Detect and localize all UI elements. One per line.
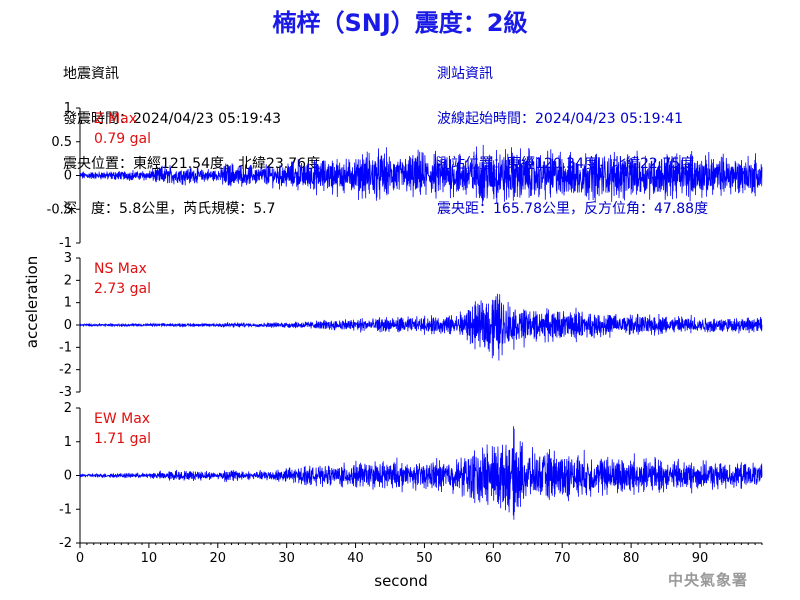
quake-depth-magnitude: 深 度：5.8公里，芮氏規模：5.7 xyxy=(63,201,276,217)
y-tick-label: 0 xyxy=(64,169,72,184)
max-value: 2.73 gal xyxy=(94,281,151,297)
panel-ns: 3 2 1 0 -1 -2 -3 NS Max 2.73 gal xyxy=(59,251,763,400)
x-axis: 0 10 20 30 40 50 60 70 80 90 xyxy=(76,542,763,566)
x-tick-label: 50 xyxy=(416,551,433,566)
epicentral-distance: 震央距：165.78公里，反方位角：47.88度 xyxy=(437,201,709,217)
y-tick-label: -1 xyxy=(59,236,72,251)
max-label: EW Max xyxy=(94,411,150,427)
y-tick-label: -1 xyxy=(59,502,72,517)
y-tick-label: -2 xyxy=(59,536,72,551)
x-tick-label: 70 xyxy=(554,551,571,566)
waveform-z xyxy=(79,144,763,204)
x-axis-label: second xyxy=(374,572,428,590)
x-tick-label: 40 xyxy=(347,551,364,566)
waveform-ew xyxy=(79,426,763,520)
waveform-start-time: 波線起始時間：2024/04/23 05:19:41 xyxy=(437,111,684,127)
station-info-heading: 測站資訊 xyxy=(437,66,493,82)
max-value: 1.71 gal xyxy=(94,431,151,447)
quake-origin-time: 發震時間：2024/04/23 05:19:43 xyxy=(63,111,282,127)
y-tick-label: 3 xyxy=(64,251,72,266)
y-tick-label: -3 xyxy=(59,385,72,400)
y-tick-label: 1 xyxy=(64,101,72,116)
x-tick-label: 30 xyxy=(278,551,295,566)
x-tick-label: 60 xyxy=(485,551,502,566)
x-tick-label: 0 xyxy=(76,551,84,566)
max-label: NS Max xyxy=(94,261,147,277)
y-tick-label: -0.5 xyxy=(47,202,72,217)
y-tick-label: 1 xyxy=(64,296,72,311)
quake-epicenter: 震央位置：東經121.54度，北緯23.76度 xyxy=(63,156,321,172)
y-tick-label: 2 xyxy=(64,401,72,416)
waveform-ns xyxy=(79,293,763,361)
agency-watermark: 中央氣象署 xyxy=(667,571,748,589)
panel-z: 1 0.5 0 -0.5 -1 Z Max 0.79 gal xyxy=(47,101,763,251)
y-tick-label: 0 xyxy=(64,469,72,484)
y-tick-label: -1 xyxy=(59,340,72,355)
y-tick-label: -2 xyxy=(59,363,72,378)
station-info: 測站資訊 波線起始時間：2024/04/23 05:19:41 測站位置：東經1… xyxy=(437,37,708,232)
y-tick-label: 0.5 xyxy=(51,135,72,150)
page-title: 楠梓（SNJ）震度：2級 xyxy=(272,9,528,37)
panels-group: 1 0.5 0 -0.5 -1 Z Max 0.79 gal 3 2 1 0 -1 -2 -3 NS Max… xyxy=(47,101,763,551)
x-tick-label: 80 xyxy=(623,551,640,566)
quake-info-heading: 地震資訊 xyxy=(63,66,119,82)
panel-ew: 2 1 0 -1 -2 EW Max 1.71 gal xyxy=(59,401,763,551)
y-tick-label: 2 xyxy=(64,273,72,288)
max-label: Z Max xyxy=(94,111,137,127)
x-tick-label: 20 xyxy=(210,551,227,566)
y-tick-label: 1 xyxy=(64,435,72,450)
y-tick-label: 0 xyxy=(64,318,72,333)
x-tick-label: 10 xyxy=(141,551,158,566)
y-axis-label: acceleration xyxy=(23,256,41,348)
quake-info: 地震資訊 發震時間：2024/04/23 05:19:43 震央位置：東經121… xyxy=(63,37,320,232)
max-value: 0.79 gal xyxy=(94,131,151,147)
x-tick-label: 90 xyxy=(692,551,709,566)
